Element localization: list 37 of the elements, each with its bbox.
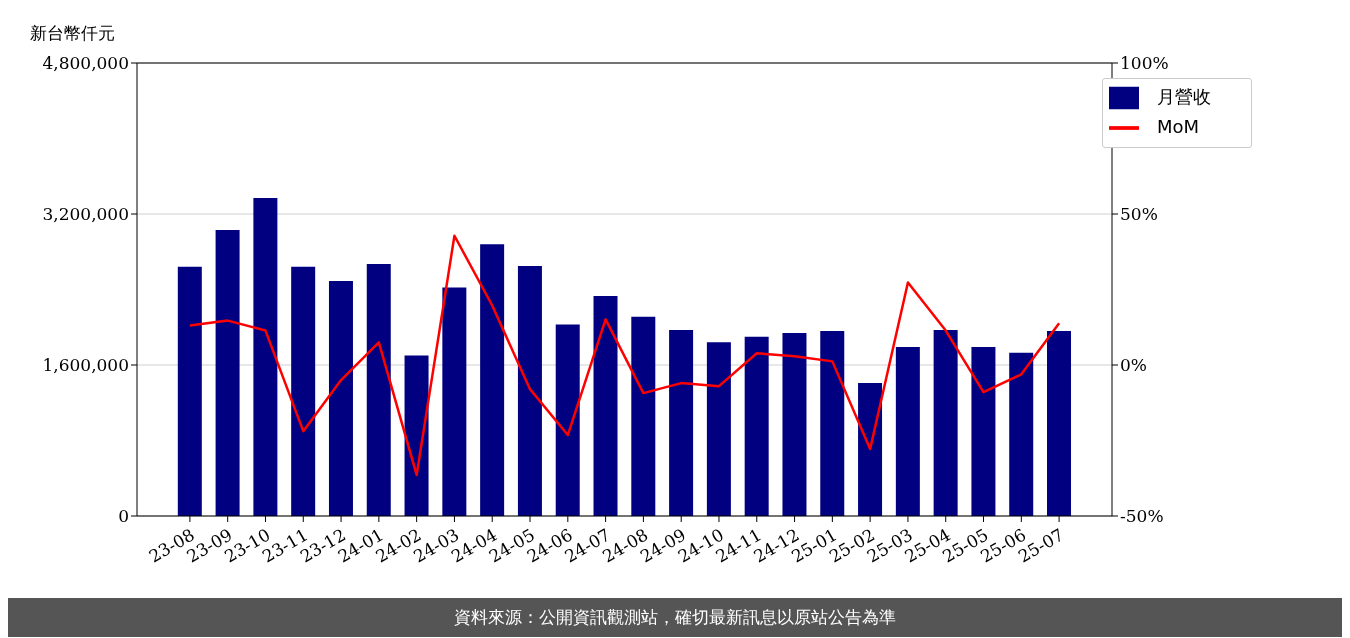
- bar: [366, 264, 391, 516]
- bar: [669, 330, 694, 516]
- legend-label: 月營收: [1157, 86, 1211, 107]
- bar: [442, 287, 467, 516]
- bar: [895, 347, 920, 516]
- bar: [858, 382, 883, 516]
- y-tick-label: 1,600,000: [42, 355, 129, 376]
- bar: [933, 330, 958, 516]
- y2-tick-label: 0%: [1120, 355, 1147, 376]
- bar: [1047, 331, 1072, 516]
- line-series: [188, 234, 1061, 477]
- y-tick-label: 3,200,000: [42, 204, 129, 225]
- y2-tick-label: 100%: [1120, 53, 1169, 74]
- bar: [555, 324, 580, 516]
- bar: [328, 281, 353, 516]
- legend-label: MoM: [1157, 116, 1200, 137]
- bar: [706, 342, 731, 516]
- y-tick-label: 4,800,000: [42, 53, 129, 74]
- bar: [480, 244, 505, 516]
- source-note: 資料來源：公開資訊觀測站，確切最新訊息以原站公告為準: [8, 598, 1342, 637]
- bar: [177, 266, 202, 516]
- y2-tick-label: 50%: [1120, 204, 1158, 225]
- y2-tick-label: -50%: [1120, 506, 1164, 527]
- bar: [820, 331, 845, 516]
- bar: [404, 355, 429, 516]
- bar: [593, 296, 618, 516]
- bar: [215, 230, 240, 516]
- bar: [631, 316, 656, 516]
- y-axis-title: 新台幣仟元: [30, 22, 115, 45]
- bar: [744, 336, 769, 516]
- bar: [782, 332, 807, 516]
- y-tick-label: 0: [118, 506, 129, 527]
- bar: [1009, 352, 1034, 516]
- bar: [291, 266, 316, 516]
- bar: [517, 265, 542, 516]
- bar: [971, 347, 996, 516]
- bar: [253, 197, 278, 516]
